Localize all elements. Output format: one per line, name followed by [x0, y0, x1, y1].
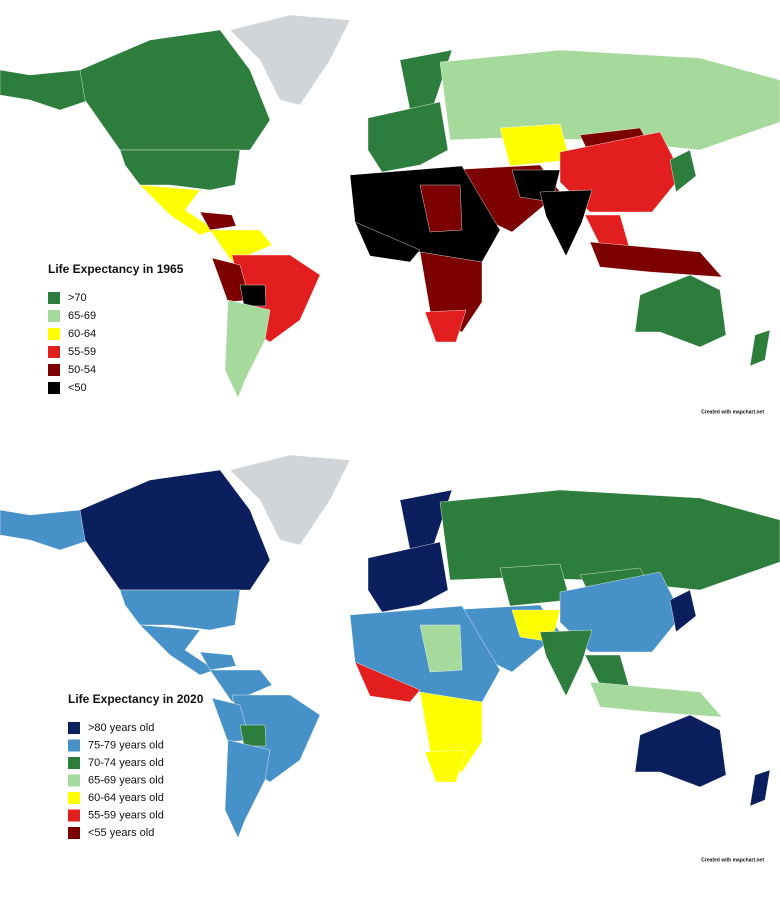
mexico: [139, 624, 216, 676]
canada: [79, 29, 271, 151]
indonesia: [589, 681, 723, 718]
legend-swatch: [48, 292, 60, 304]
bolivia: [239, 724, 267, 747]
western-europe: [367, 101, 449, 173]
legend-swatch: [48, 346, 60, 358]
southern-cone: [224, 299, 271, 399]
usa: [119, 149, 241, 191]
western-europe: [367, 541, 449, 613]
canada: [79, 469, 271, 591]
legend-label: 60-64 years old: [88, 792, 164, 804]
russia: [439, 489, 780, 591]
legend-swatch: [68, 739, 80, 752]
west-africa: [354, 221, 421, 263]
legend-label: 60-64: [68, 328, 96, 340]
legend-swatch: [48, 364, 60, 376]
central-america: [199, 651, 237, 671]
credit: Created with mapchart.net: [701, 857, 764, 863]
world-map: [0, 14, 780, 399]
legend-title: Life Expectancy in 2020: [68, 692, 204, 706]
legend-label: 55-59 years old: [88, 809, 164, 821]
legend-label: 55-59: [68, 346, 96, 358]
legend-swatch: [48, 310, 60, 322]
legend-swatch: [68, 774, 80, 787]
mexico: [139, 184, 216, 236]
world-map: [0, 454, 780, 839]
southern-africa: [424, 309, 467, 343]
indonesia: [589, 241, 723, 278]
usa: [119, 589, 241, 631]
alaska: [0, 69, 91, 111]
legend-swatch: [48, 382, 60, 394]
india: [539, 629, 593, 697]
australia: [634, 274, 727, 348]
central-america: [199, 211, 237, 231]
new-zealand: [749, 329, 771, 367]
legend-label: <50: [68, 382, 87, 394]
central-asia: [499, 123, 571, 167]
russia: [439, 49, 780, 151]
japan: [669, 589, 697, 633]
colombia-venezuela: [209, 229, 273, 263]
japan: [669, 149, 697, 193]
legend-swatch: [48, 328, 60, 340]
legend-swatch: [68, 757, 80, 769]
legend-label: 70-74 years old: [88, 757, 164, 769]
legend-title: Life Expectancy in 1965: [48, 262, 184, 276]
greenland: [229, 14, 351, 106]
legend-label: 50-54: [68, 364, 96, 376]
new-zealand: [749, 769, 771, 807]
greenland: [229, 454, 351, 546]
egypt-sudan: [419, 624, 463, 673]
southern-cone: [224, 739, 271, 839]
credit: Created with mapchart.net: [701, 409, 764, 415]
central-asia: [499, 563, 571, 607]
legend-label: >80 years old: [88, 722, 154, 734]
legend-label: 65-69: [68, 310, 96, 322]
southern-africa: [424, 749, 467, 783]
colombia-venezuela: [209, 669, 273, 703]
bolivia: [239, 284, 267, 307]
west-africa: [354, 661, 421, 703]
legend-swatch: [68, 809, 80, 822]
legend-label: >70: [68, 292, 87, 304]
egypt-sudan: [419, 184, 463, 233]
alaska: [0, 509, 91, 551]
australia: [634, 714, 727, 788]
legend-swatch: [68, 827, 80, 839]
legend-swatch: [68, 792, 80, 804]
legend-label: <55 years old: [88, 827, 154, 839]
india: [539, 189, 593, 257]
legend-label: 75-79 years old: [88, 739, 164, 751]
legend-label: 65-69 years old: [88, 774, 164, 786]
legend-swatch: [68, 722, 80, 734]
